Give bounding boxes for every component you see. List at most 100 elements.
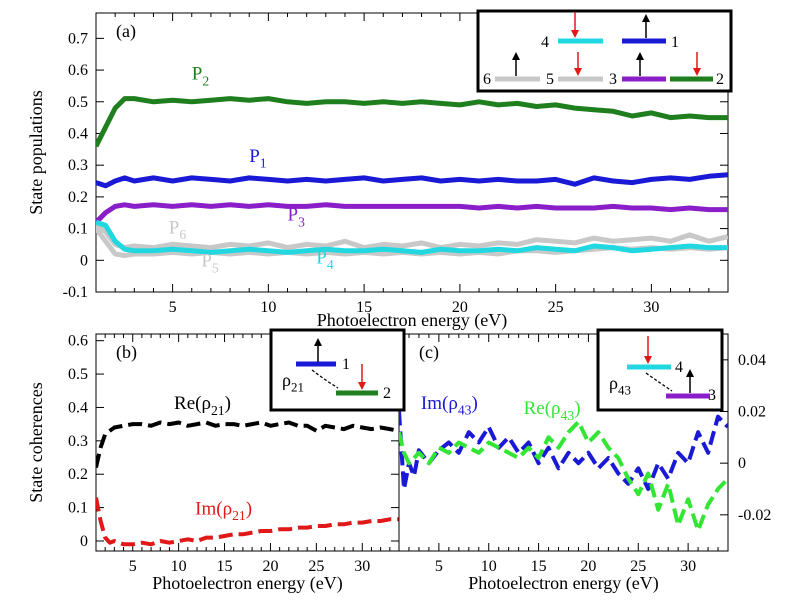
- series-line-p1: [96, 172, 728, 189]
- y-tick-label: 0.1: [68, 500, 88, 517]
- y-tick-label: 0: [738, 455, 746, 472]
- panel-label: (c): [419, 342, 439, 363]
- level-label-4: 4: [541, 34, 549, 51]
- down-arrow-2: [693, 52, 701, 76]
- rho-label: ρ43: [609, 373, 631, 397]
- x-axis-label: Photoelectron energy (eV): [468, 573, 659, 594]
- y-axis-label: State populations: [26, 90, 46, 215]
- y-tick-label: 0: [80, 533, 88, 550]
- x-tick-label: 20: [580, 558, 596, 575]
- series-label: Im(ρ43): [421, 393, 478, 418]
- x-tick-label: 5: [435, 558, 443, 575]
- inset-frame: [596, 328, 724, 412]
- x-tick-label: 5: [169, 299, 177, 316]
- series-line-rerho21: [96, 420, 399, 468]
- arrow-head: [642, 14, 650, 22]
- x-tick-label: 10: [481, 558, 497, 575]
- x-tick-label: 10: [171, 558, 187, 575]
- y-tick-label: 0.6: [68, 62, 88, 79]
- series-label: Re(ρ21): [174, 393, 231, 418]
- panel-a: 5 10 15 20 25 30-0.100.10.20.30.40.50.60.7Pho…: [26, 12, 729, 331]
- x-tick-label: 15: [217, 558, 233, 575]
- up-arrow-1: [314, 338, 322, 362]
- x-tick-label: 15: [356, 299, 372, 316]
- y-tick-label: 0.02: [738, 404, 766, 421]
- y-tick-label: 0.1: [68, 221, 88, 238]
- level-label-3: 3: [609, 71, 617, 88]
- y-tick-label: -0.1: [63, 284, 88, 301]
- x-tick-label: 20: [452, 299, 468, 316]
- x-tick-label: 20: [262, 558, 278, 575]
- series-label: P3: [288, 205, 306, 230]
- x-tick-label: 10: [260, 299, 276, 316]
- series-label: P4: [316, 247, 334, 272]
- rho-label: ρ21: [282, 370, 304, 394]
- y-tick-label: 0.2: [68, 466, 88, 483]
- down-arrow-4: [571, 12, 579, 38]
- series-label: P1: [249, 146, 267, 171]
- arrow-head: [314, 338, 322, 346]
- y-tick-label: 0.2: [68, 189, 88, 206]
- panel-label: (a): [116, 21, 136, 42]
- series-label: Im(ρ21): [195, 498, 252, 523]
- level-label-6: 6: [483, 71, 491, 88]
- x-tick-label: 15: [531, 558, 547, 575]
- series-label: P6: [169, 217, 187, 242]
- x-tick-label: 30: [354, 558, 370, 575]
- x-tick-label: 25: [548, 299, 564, 316]
- y-tick-label: 0: [80, 252, 88, 269]
- arrow-head: [512, 52, 520, 60]
- arrow-head: [571, 30, 579, 38]
- y-tick-label: 0.5: [68, 366, 88, 383]
- x-tick-label: 5: [129, 558, 137, 575]
- level-label-2: 2: [383, 385, 391, 402]
- series-line-imrho21: [96, 497, 399, 547]
- x-tick-label: 30: [680, 558, 696, 575]
- series-line-p2: [96, 96, 728, 148]
- level-label-5: 5: [546, 71, 554, 88]
- series-label: Re(ρ43): [524, 398, 581, 423]
- series-line-rerho43: [399, 419, 728, 533]
- y-tick-label: 0.3: [68, 433, 88, 450]
- series-line-p4: [96, 219, 728, 255]
- level-label-1: 1: [342, 356, 350, 373]
- panel-label: (b): [116, 342, 137, 363]
- x-axis-label: Photoelectron energy (eV): [317, 310, 508, 331]
- inset-frame: [269, 328, 406, 412]
- inset-coherence-b: 1 2 ρ21: [269, 328, 406, 412]
- plot-frame: [95, 12, 729, 293]
- x-tick-label: 25: [308, 558, 324, 575]
- up-arrow-3: [686, 369, 694, 393]
- y-tick-label: -0.02: [738, 507, 771, 524]
- inset-level-diagram-a: 4 1 6 5 3 2: [476, 9, 733, 93]
- y-tick-label: 0.4: [68, 399, 88, 416]
- arrow-head: [574, 68, 582, 76]
- coherence-link: [645, 372, 673, 392]
- up-arrow-6: [512, 52, 520, 76]
- arrow-head: [358, 382, 366, 390]
- series-label: P2: [192, 64, 210, 89]
- down-arrow-2: [358, 364, 366, 390]
- x-tick-label: 30: [643, 299, 659, 316]
- y-tick-label: 0.7: [68, 30, 88, 47]
- panel-c: 5 10 15 20 25 30 -0.02 0 0.02 0.04 Photoelectron e…: [398, 333, 771, 594]
- level-label-4: 4: [675, 359, 683, 376]
- series-label: P5: [201, 251, 219, 276]
- level-label-1: 1: [671, 34, 679, 51]
- series-line-p3: [96, 202, 728, 225]
- down-arrow-5: [574, 52, 582, 76]
- inset-coherence-c: 4 3 ρ43: [596, 328, 724, 412]
- x-tick-label: 25: [630, 558, 646, 575]
- coherence-link: [311, 369, 339, 389]
- y-tick-label: 0.5: [68, 94, 88, 111]
- y-tick-label: 0.4: [68, 125, 88, 142]
- arrow-head: [686, 369, 694, 377]
- up-arrow-3: [636, 52, 644, 76]
- x-axis-label: Photoelectron energy (eV): [152, 573, 343, 594]
- level-label-3: 3: [708, 387, 716, 404]
- y-tick-label: 0.04: [738, 352, 766, 369]
- series-line-p6: [96, 223, 728, 251]
- y-axis-label: State coherences: [26, 382, 46, 502]
- level-label-2: 2: [716, 71, 724, 88]
